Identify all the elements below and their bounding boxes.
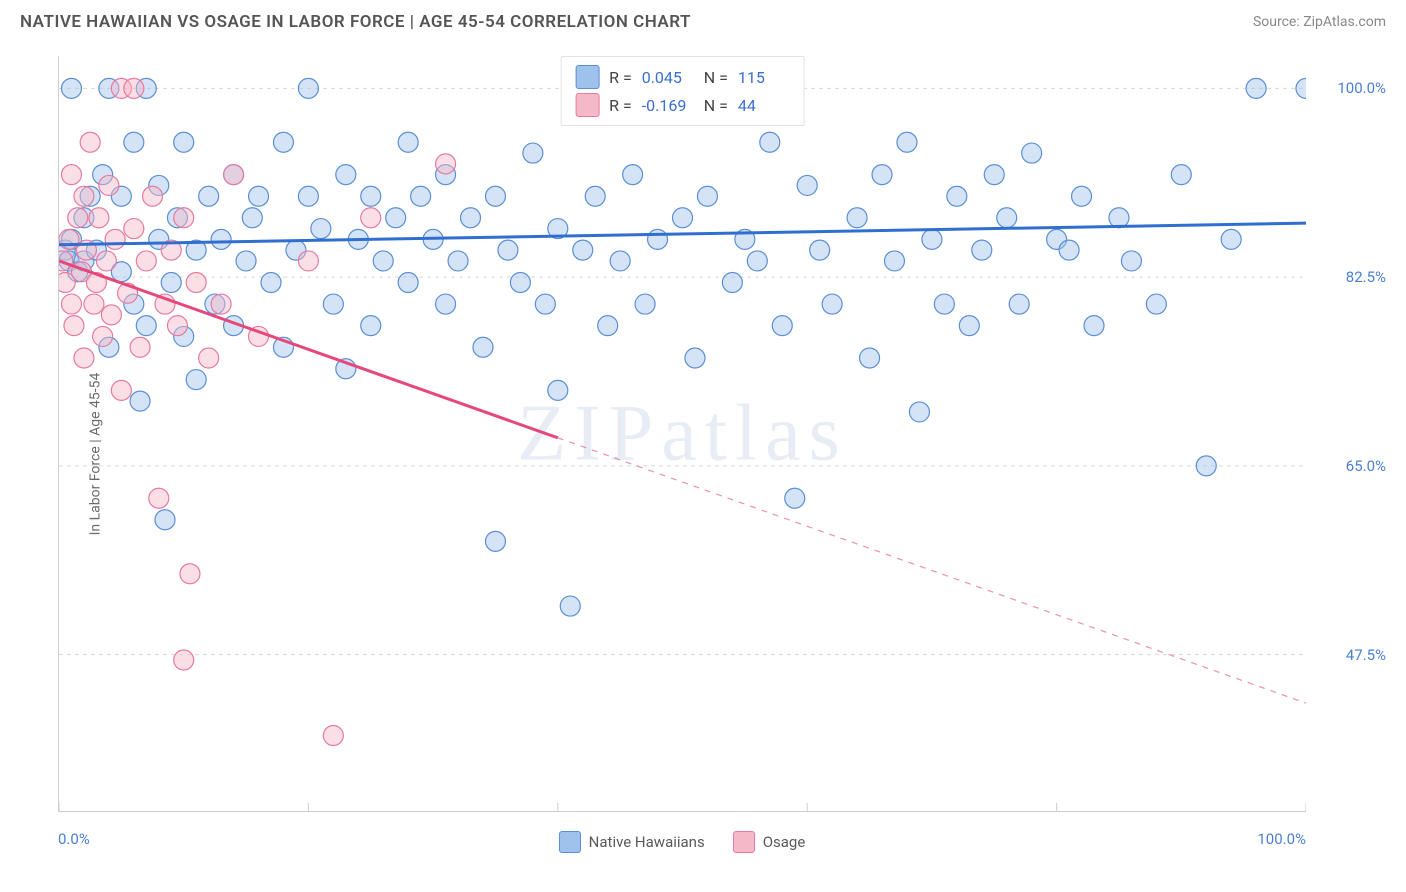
chart-source: Source: ZipAtlas.com <box>1253 14 1386 30</box>
stat-r-value-hawaiian: 0.045 <box>642 68 694 87</box>
stat-n-label: N = <box>704 96 728 115</box>
stat-n-label: N = <box>704 68 728 87</box>
stat-n-value-osage: 44 <box>738 96 790 115</box>
legend-item-osage: Osage <box>733 831 806 853</box>
legend-swatch-osage <box>733 831 755 853</box>
stat-n-value-hawaiian: 115 <box>738 68 790 87</box>
chart-svg <box>59 56 1306 811</box>
y-tick-label: 65.0% <box>1346 457 1386 475</box>
legend-swatch-hawaiian <box>559 831 581 853</box>
chart-header: NATIVE HAWAIIAN VS OSAGE IN LABOR FORCE … <box>0 0 1406 40</box>
y-tick-label: 100.0% <box>1337 79 1386 97</box>
stat-r-label: R = <box>609 96 632 115</box>
stat-row-osage: R = -0.169 N = 44 <box>575 91 790 119</box>
chart-container: In Labor Force | Age 45-54 ZIPatlas R = … <box>20 46 1386 862</box>
stat-row-hawaiian: R = 0.045 N = 115 <box>575 63 790 91</box>
correlation-stat-box: R = 0.045 N = 115 R = -0.169 N = 44 <box>560 56 805 126</box>
legend-label-osage: Osage <box>763 833 806 851</box>
chart-title: NATIVE HAWAIIAN VS OSAGE IN LABOR FORCE … <box>20 12 691 32</box>
legend-label-hawaiian: Native Hawaiians <box>589 833 705 851</box>
y-tick-label: 82.5% <box>1346 268 1386 286</box>
y-tick-label: 47.5% <box>1346 646 1386 664</box>
chart-legend: Native Hawaiians Osage <box>58 822 1306 862</box>
stat-swatch-osage <box>575 93 599 117</box>
legend-item-hawaiian: Native Hawaiians <box>559 831 705 853</box>
y-axis-tick-labels: 47.5% 65.0% 82.5% 100.0% <box>1314 56 1386 812</box>
plot-area: ZIPatlas R = 0.045 N = 115 R = -0.169 N … <box>58 56 1306 812</box>
stat-r-value-osage: -0.169 <box>642 96 694 115</box>
stat-r-label: R = <box>609 68 632 87</box>
stat-swatch-hawaiian <box>575 65 599 89</box>
